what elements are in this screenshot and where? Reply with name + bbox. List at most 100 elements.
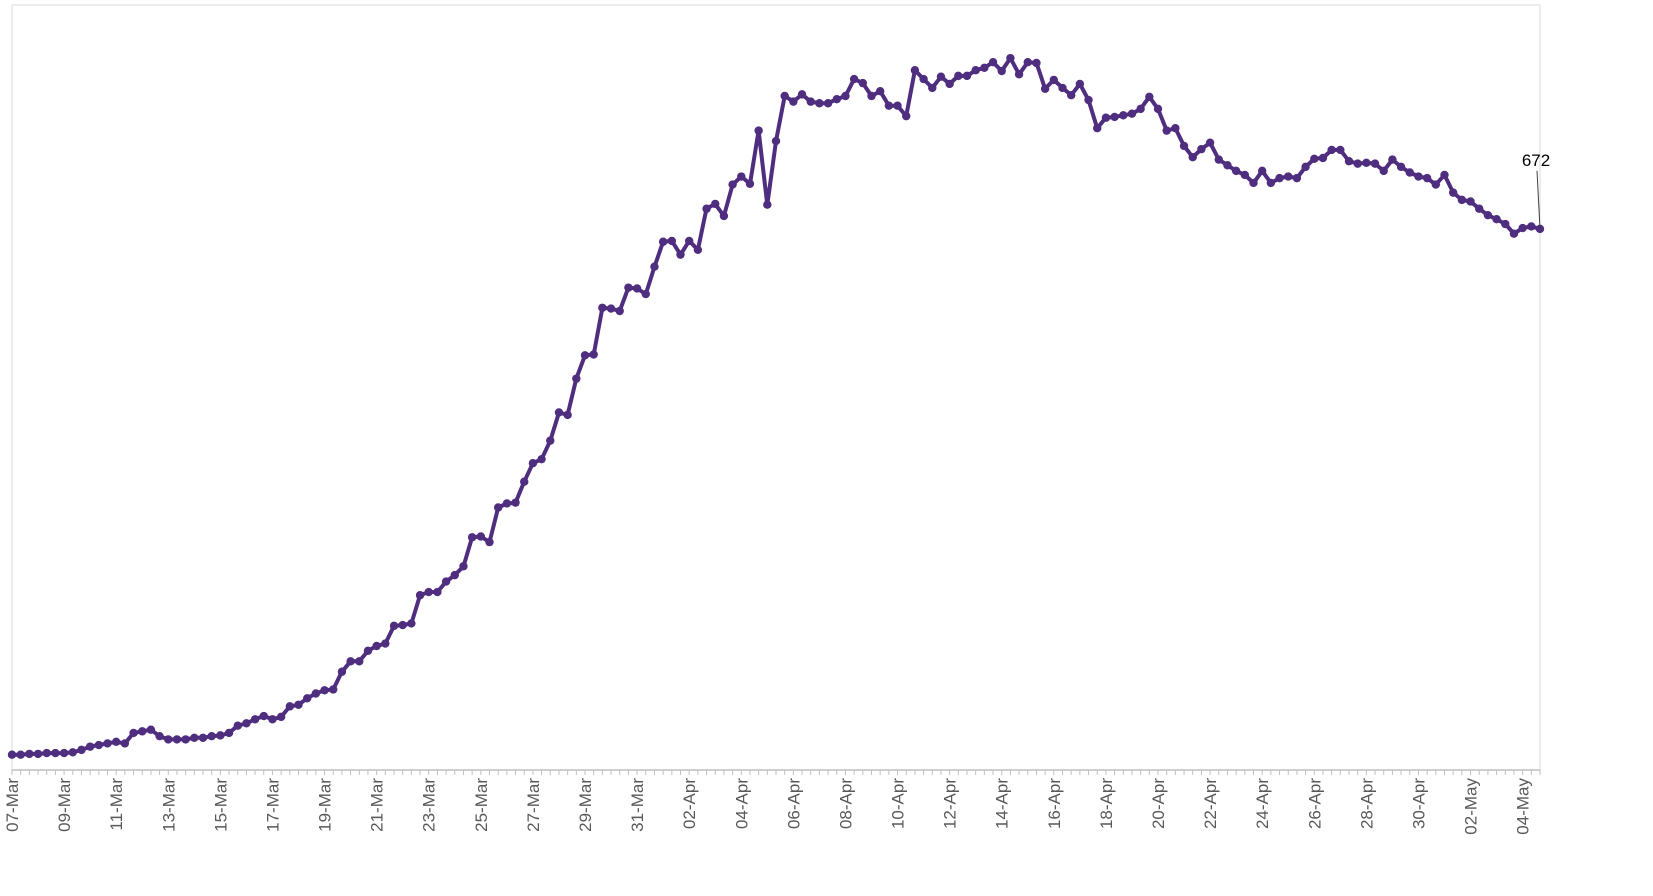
marker xyxy=(1275,173,1284,183)
x-tick-label: 04-Apr xyxy=(732,778,751,829)
marker xyxy=(502,499,512,508)
plot-area xyxy=(11,4,1541,771)
x-tick-label: 14-Apr xyxy=(993,778,1012,829)
marker xyxy=(1205,138,1215,147)
marker xyxy=(16,750,25,759)
marker xyxy=(337,667,347,676)
marker xyxy=(172,735,182,744)
marker xyxy=(1032,58,1041,68)
marker xyxy=(1058,83,1067,93)
marker xyxy=(832,95,841,104)
marker xyxy=(233,721,242,730)
marker xyxy=(1353,159,1362,168)
marker xyxy=(1119,111,1128,120)
marker xyxy=(294,700,303,709)
marker xyxy=(676,250,685,259)
marker xyxy=(485,537,494,547)
marker xyxy=(398,620,407,630)
marker xyxy=(745,179,755,188)
marker xyxy=(572,374,581,383)
marker xyxy=(1475,204,1484,213)
marker xyxy=(311,689,321,698)
marker xyxy=(120,739,130,748)
marker xyxy=(580,351,590,360)
marker xyxy=(1501,219,1510,229)
marker xyxy=(1153,104,1163,114)
x-tick-label: 04-May xyxy=(1514,778,1533,835)
marker xyxy=(1197,144,1206,154)
marker xyxy=(1344,157,1354,166)
marker xyxy=(589,350,598,359)
marker xyxy=(954,71,963,81)
marker xyxy=(42,748,51,758)
marker xyxy=(1431,180,1441,189)
marker xyxy=(138,727,147,736)
marker xyxy=(980,63,989,73)
marker xyxy=(372,641,381,651)
marker xyxy=(641,289,650,299)
marker xyxy=(450,570,459,580)
marker xyxy=(737,172,746,181)
marker xyxy=(1006,53,1015,63)
x-tick-label: 12-Apr xyxy=(941,778,960,829)
marker xyxy=(1483,210,1493,220)
marker xyxy=(77,745,86,755)
x-tick-label: 06-Apr xyxy=(784,778,803,829)
marker xyxy=(459,562,468,571)
marker xyxy=(1492,215,1501,224)
marker xyxy=(858,78,868,88)
marker xyxy=(7,750,17,759)
x-tick-label: 07-Mar xyxy=(3,778,22,832)
marker xyxy=(841,91,850,101)
marker xyxy=(1136,104,1145,114)
marker xyxy=(1527,222,1536,231)
x-tick-label: 20-Apr xyxy=(1149,778,1168,829)
x-tick-label: 15-Mar xyxy=(211,778,230,832)
x-tick-label: 26-Apr xyxy=(1305,778,1324,829)
x-tick-label: 13-Mar xyxy=(159,778,178,832)
marker xyxy=(1223,161,1232,170)
marker xyxy=(875,86,885,96)
x-tick-label: 16-Apr xyxy=(1045,778,1064,829)
marker xyxy=(1023,57,1032,67)
x-tick-label: 09-Mar xyxy=(55,778,74,832)
marker xyxy=(1266,178,1276,188)
marker xyxy=(928,83,937,93)
marker xyxy=(997,66,1006,76)
marker xyxy=(198,733,208,742)
marker xyxy=(563,410,572,420)
marker xyxy=(771,136,781,146)
marker xyxy=(1518,223,1527,233)
marker xyxy=(719,211,729,221)
marker xyxy=(441,577,451,586)
marker xyxy=(598,303,607,312)
marker xyxy=(806,97,815,106)
marker xyxy=(1318,153,1328,163)
marker xyxy=(1075,79,1085,89)
marker xyxy=(815,99,824,108)
marker xyxy=(1145,92,1154,102)
x-tick-label: 19-Mar xyxy=(316,778,335,832)
marker xyxy=(1171,124,1180,133)
marker xyxy=(684,236,694,246)
marker xyxy=(207,731,216,741)
marker xyxy=(164,735,173,744)
marker xyxy=(780,91,789,101)
marker xyxy=(250,715,260,724)
marker xyxy=(1127,109,1137,118)
marker xyxy=(355,657,364,666)
marker xyxy=(415,591,425,600)
marker xyxy=(1249,178,1258,188)
marker xyxy=(389,621,399,631)
marker xyxy=(1414,172,1423,181)
marker xyxy=(329,685,338,694)
marker xyxy=(85,742,95,751)
marker xyxy=(1066,90,1076,100)
marker xyxy=(1422,173,1432,183)
marker xyxy=(763,200,772,209)
marker xyxy=(537,454,546,464)
marker xyxy=(823,99,833,108)
marker xyxy=(910,66,920,75)
marker xyxy=(1388,155,1397,164)
